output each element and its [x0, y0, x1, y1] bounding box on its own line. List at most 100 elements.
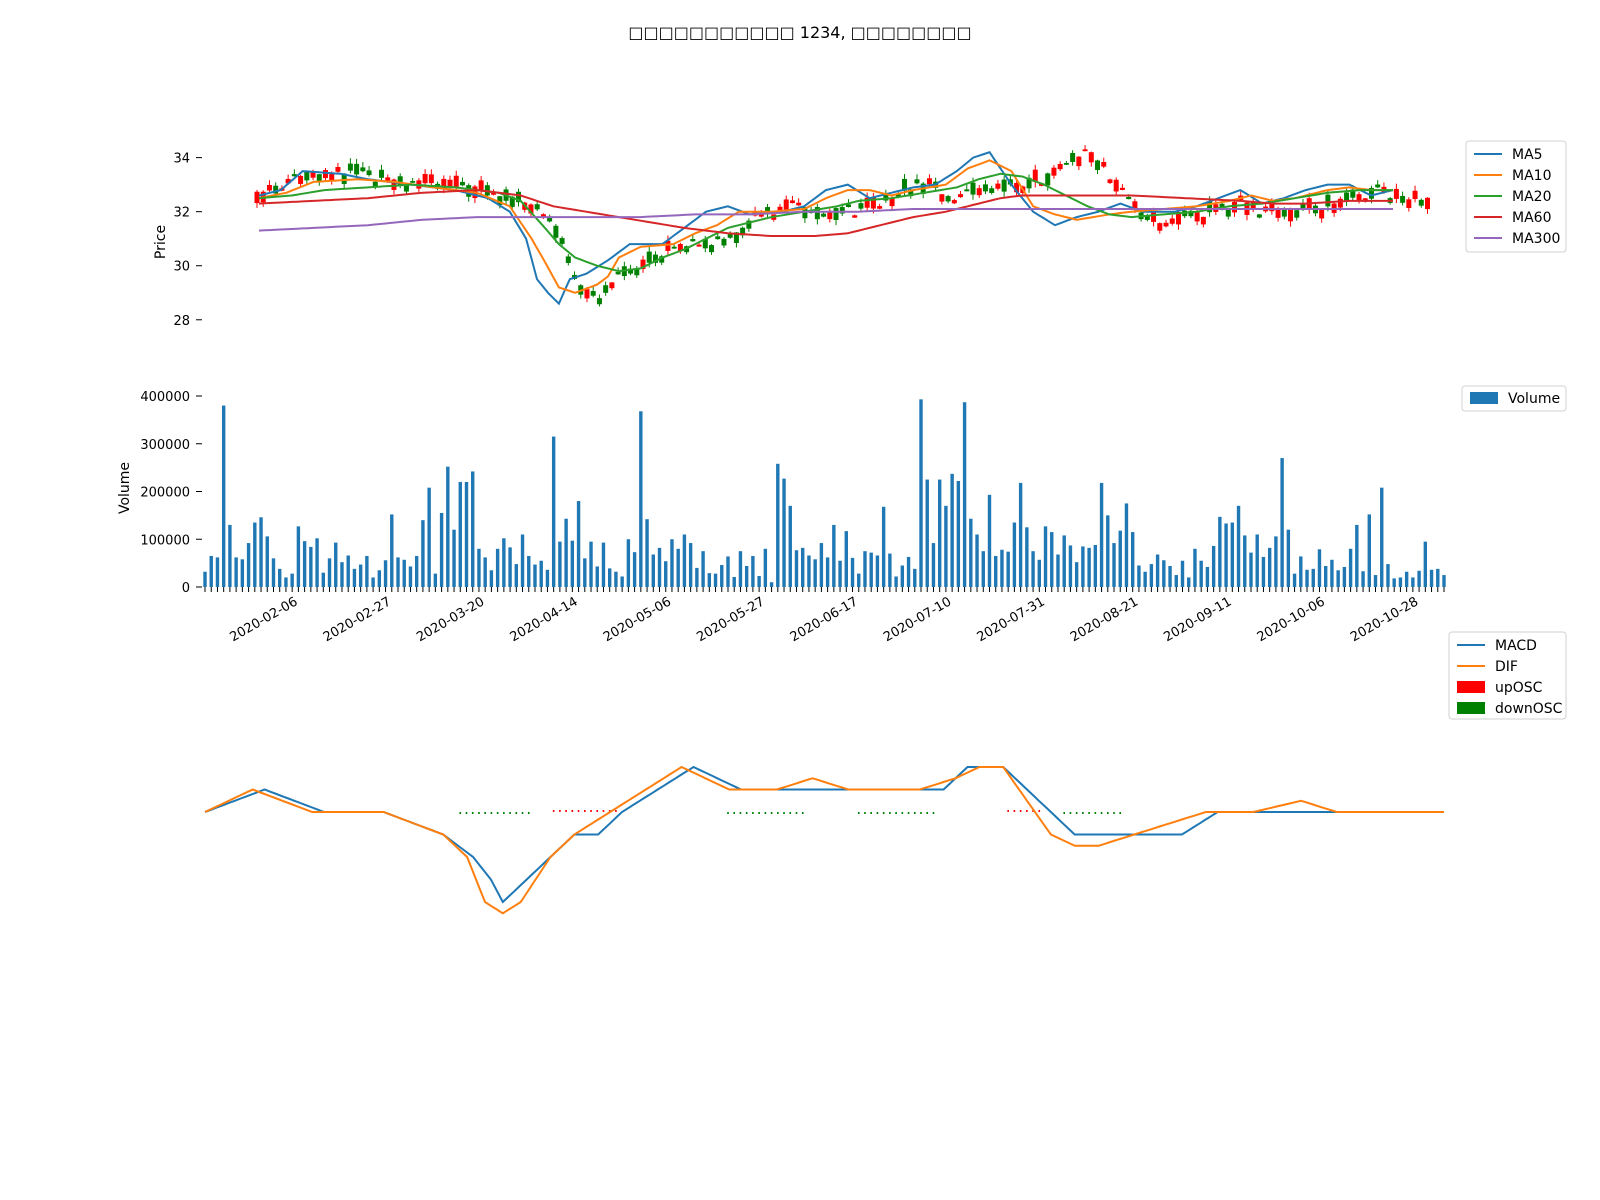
volume-bar — [315, 538, 319, 587]
candle-body — [733, 232, 739, 243]
volume-bar — [1018, 482, 1023, 587]
candle-body — [603, 285, 609, 293]
candle-body — [652, 254, 658, 263]
candle-body — [1157, 223, 1163, 231]
date-tick-label: 2020-07-31 — [975, 594, 1048, 645]
volume-bar — [446, 466, 450, 587]
candle-body — [895, 194, 901, 198]
candle-body — [322, 170, 328, 179]
candle-body — [615, 271, 621, 275]
volume-bar — [520, 534, 525, 587]
date-tick-label: 2020-05-27 — [694, 594, 767, 645]
volume-bar — [495, 548, 500, 587]
volume-bar — [632, 552, 637, 587]
volume-bar — [807, 555, 811, 587]
oscillator-marks — [459, 810, 1122, 814]
moving-average-lines — [258, 151, 1394, 306]
volume-bar — [1162, 560, 1166, 587]
volume-bar — [857, 573, 861, 587]
candle-body — [1281, 209, 1287, 217]
volume-bars — [203, 399, 1446, 587]
candle-body — [497, 196, 503, 205]
candle-body — [1344, 192, 1350, 202]
candle-body — [789, 200, 795, 204]
volume-bar — [265, 536, 269, 587]
volume-bar — [1224, 523, 1228, 587]
volume-bar — [1074, 562, 1079, 587]
candle-body — [1200, 216, 1206, 225]
volume-bar — [894, 576, 898, 587]
candle-body — [939, 194, 945, 202]
volume-bar — [1143, 571, 1147, 587]
candle-body — [590, 291, 596, 296]
candle-body — [665, 240, 671, 251]
volume-bar — [383, 560, 388, 587]
volume-tick-label: 0 — [182, 581, 190, 596]
volume-bar — [1168, 565, 1172, 587]
volume-bar — [489, 570, 494, 587]
volume-bar — [1031, 551, 1035, 587]
candle-body — [1163, 222, 1169, 227]
candle-body — [1393, 188, 1399, 199]
volume-bar — [358, 564, 363, 587]
volume-bar — [352, 568, 357, 587]
volume-bar — [838, 560, 842, 587]
chart-title: □□□□□□□□□□□ 1234, □□□□□□□□ — [628, 23, 971, 42]
volume-y-axis: 0 100000 200000 300000 400000 — [140, 390, 202, 596]
candle-body — [441, 178, 447, 189]
volume-bar — [1093, 544, 1098, 587]
macd-lines — [204, 765, 1444, 915]
candle-body — [814, 207, 820, 220]
candle-body — [329, 172, 335, 182]
candle-body — [1188, 210, 1194, 217]
volume-bar — [1348, 548, 1353, 587]
candle-body — [864, 197, 870, 208]
volume-bar — [956, 480, 961, 587]
volume-legend: Volume — [1461, 385, 1567, 412]
volume-bar — [464, 481, 469, 587]
volume-bar — [738, 551, 743, 587]
volume-bar — [1043, 526, 1048, 587]
candle-body — [422, 173, 428, 184]
volume-bar — [321, 572, 325, 587]
candle-body — [634, 268, 640, 276]
candle-body — [1144, 215, 1150, 220]
candle-body — [839, 207, 845, 214]
volume-bar — [726, 556, 730, 587]
candlesticks — [254, 145, 1431, 307]
volume-bar — [1174, 575, 1178, 587]
volume-bar — [221, 405, 226, 587]
volume-bar — [657, 547, 662, 587]
volume-bar — [1267, 547, 1272, 587]
volume-bar — [1149, 564, 1154, 587]
volume-bar — [471, 471, 475, 587]
volume-bar — [253, 522, 257, 587]
candle-body — [1101, 161, 1107, 167]
volume-bar — [875, 555, 880, 587]
candle-body — [254, 191, 260, 204]
candle-body — [1225, 209, 1231, 217]
legend-entry: Volume — [1508, 391, 1560, 407]
volume-bar — [278, 568, 282, 587]
candle-body — [926, 178, 932, 185]
volume-bar — [259, 517, 263, 587]
candle-body — [385, 177, 391, 182]
volume-bar — [1442, 575, 1446, 587]
candle-body — [1119, 187, 1125, 190]
candle-body — [1151, 211, 1157, 222]
date-tick-label: 2020-05-06 — [601, 594, 674, 645]
candle-body — [1088, 152, 1094, 163]
volume-tick-label: 400000 — [140, 390, 190, 405]
candle-body — [509, 196, 515, 207]
candle-body — [1026, 177, 1032, 189]
legend-entry: downOSC — [1495, 701, 1563, 717]
volume-bar — [1118, 530, 1122, 587]
legend-swatch — [1457, 702, 1485, 714]
volume-bar — [296, 526, 301, 587]
legend-entry: MA10 — [1512, 168, 1551, 184]
candle-body — [970, 182, 976, 195]
candle-body — [1356, 194, 1362, 201]
volume-bar — [651, 554, 655, 587]
volume-bar — [688, 543, 693, 587]
candle-body — [827, 210, 833, 220]
